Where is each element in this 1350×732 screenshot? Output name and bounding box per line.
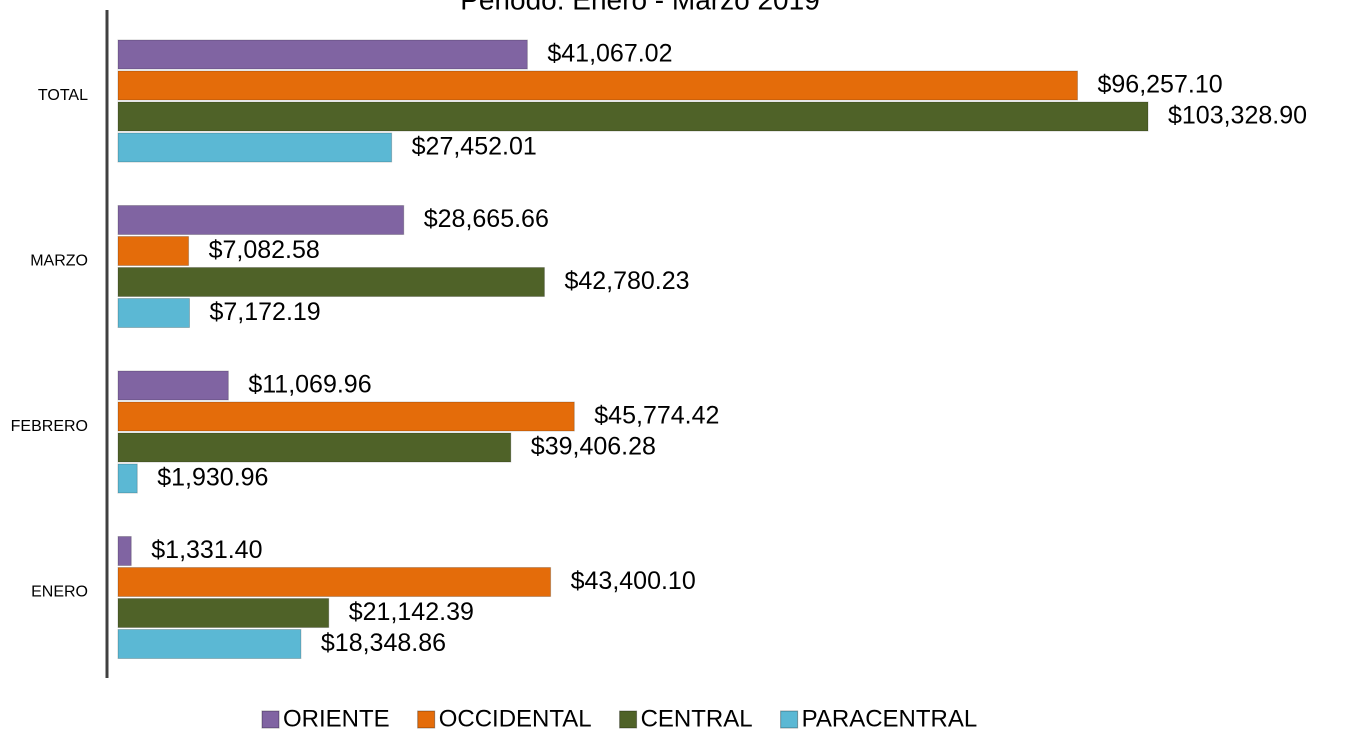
bar — [117, 101, 1149, 132]
legend-swatch — [417, 710, 436, 729]
value-label: $28,665.66 — [424, 205, 549, 233]
value-label: $18,348.86 — [321, 629, 446, 657]
bar — [117, 267, 545, 297]
value-label: $1,331.40 — [151, 536, 262, 564]
bar — [117, 401, 575, 432]
category-label: ENERO — [31, 584, 88, 601]
bar — [117, 205, 405, 235]
value-label: $96,257.10 — [1098, 71, 1223, 99]
bar — [117, 629, 302, 659]
value-label: $11,069.96 — [248, 371, 371, 399]
bar — [117, 298, 190, 328]
category-label: TOTAL — [38, 87, 88, 104]
legend-swatch — [619, 710, 638, 729]
value-label: $43,400.10 — [571, 567, 696, 595]
bar — [117, 70, 1079, 101]
legend-label: CENTRAL — [641, 705, 753, 732]
legend-label: ORIENTE — [283, 705, 390, 732]
bar — [117, 463, 138, 494]
bar — [117, 536, 132, 566]
bar — [117, 567, 552, 597]
bar — [117, 598, 330, 628]
legend-swatch — [261, 710, 280, 729]
legend-swatch — [780, 710, 799, 729]
legend-label: PARACENTRAL — [802, 705, 978, 732]
value-label: $39,406.28 — [531, 433, 656, 461]
value-label: $21,142.39 — [349, 598, 474, 626]
value-label: $1,930.96 — [157, 464, 268, 492]
bar — [117, 432, 512, 463]
bar — [117, 132, 393, 163]
bar — [117, 39, 528, 70]
value-label: $27,452.01 — [412, 133, 537, 161]
legend-label: OCCIDENTAL — [439, 705, 592, 732]
value-label: $41,067.02 — [547, 40, 672, 68]
value-label: $103,328.90 — [1168, 102, 1307, 130]
chart-title: Periodo: Enero - Marzo 2019 — [460, 0, 820, 15]
value-label: $42,780.23 — [564, 267, 689, 295]
bar — [117, 370, 229, 401]
bar — [117, 236, 190, 266]
value-label: $7,172.19 — [209, 298, 320, 326]
category-label: MARZO — [30, 253, 88, 270]
category-label: FEBRERO — [11, 418, 88, 435]
value-label: $7,082.58 — [209, 236, 320, 264]
value-label: $45,774.42 — [594, 402, 719, 430]
